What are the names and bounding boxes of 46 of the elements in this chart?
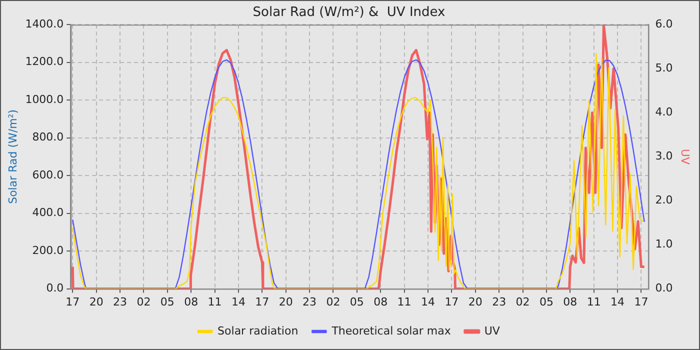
x-tick-label: 05: [350, 295, 364, 308]
x-tick-label: 08: [563, 295, 578, 308]
x-tick-label: 14: [231, 295, 246, 308]
x-tick-label: 23: [492, 295, 506, 308]
x-tick-label: 23: [302, 295, 317, 308]
x-tick-label: 20: [278, 295, 293, 308]
x-tick-label: 02: [516, 295, 530, 308]
y-tick-label: 400.0: [32, 206, 64, 220]
x-tick-label: 08: [184, 295, 198, 308]
y2-tick-label: 1.0: [655, 238, 673, 251]
x-tick-label: 17: [255, 295, 270, 308]
x-tick-label: 02: [326, 295, 340, 308]
y-tick-label: 1400.0: [25, 17, 64, 30]
chart-title: Solar Rad (W/m²) & UV Index: [252, 5, 446, 20]
y2-tick-label: 2.0: [655, 194, 673, 207]
x-tick-label: 14: [610, 295, 625, 308]
legend-label: Theoretical solar max: [330, 324, 452, 338]
y-tick-label: 1000.0: [25, 92, 64, 106]
legend-label: UV: [484, 324, 500, 338]
x-tick-label: 20: [468, 295, 482, 308]
x-tick-label: 08: [374, 295, 388, 308]
x-tick-label: 11: [397, 295, 412, 308]
y2-tick-label: 0.0: [655, 282, 673, 295]
y-axis-title: Solar Rad (W/m²): [6, 109, 20, 204]
x-tick-label: 05: [539, 295, 554, 308]
x-tick-label: 11: [586, 295, 601, 308]
y2-tick-label: 6.0: [655, 17, 673, 30]
x-tick-label: 17: [444, 295, 459, 308]
x-tick-label: 02: [136, 295, 151, 308]
y-tick-label: 1200.0: [25, 55, 64, 68]
x-tick-label: 17: [634, 295, 648, 308]
legend-label: Solar radiation: [218, 324, 298, 338]
x-tick-label: 05: [160, 295, 174, 308]
y2-tick-label: 4.0: [655, 106, 673, 119]
y-tick-label: 600.0: [32, 168, 64, 182]
y2-axis-title: UV: [678, 148, 692, 165]
y-tick-label: 800.0: [32, 130, 64, 144]
y-tick-label: 200.0: [32, 244, 64, 257]
x-tick-label: 14: [421, 295, 435, 308]
y-tick-label: 0.0: [46, 282, 64, 295]
x-tick-label: 23: [113, 295, 128, 308]
x-tick-label: 11: [208, 295, 222, 308]
x-tick-label: 17: [66, 295, 80, 308]
x-tick-label: 20: [89, 295, 104, 308]
y2-tick-label: 3.0: [655, 150, 673, 163]
y2-tick-label: 5.0: [655, 61, 673, 74]
